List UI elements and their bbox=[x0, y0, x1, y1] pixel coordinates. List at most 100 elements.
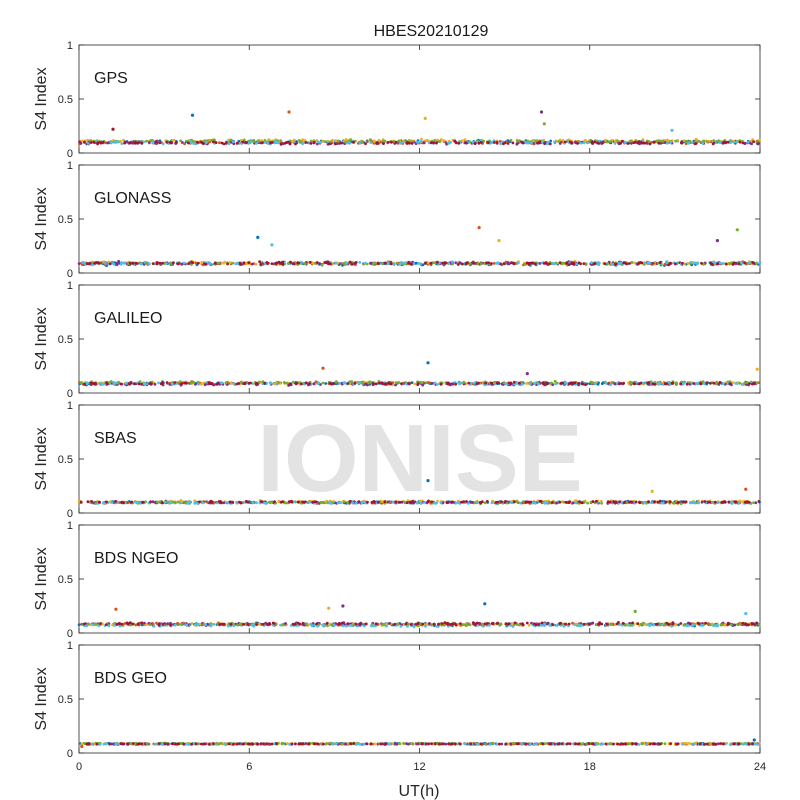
data-point bbox=[592, 262, 596, 266]
data-point bbox=[241, 140, 245, 144]
data-point bbox=[483, 622, 487, 626]
data-point bbox=[685, 382, 689, 386]
data-point bbox=[93, 381, 97, 385]
data-point bbox=[628, 139, 632, 143]
data-point bbox=[350, 262, 354, 266]
data-point bbox=[715, 140, 718, 144]
data-point bbox=[155, 262, 159, 266]
data-point bbox=[291, 622, 295, 626]
data-point bbox=[427, 499, 430, 503]
data-point bbox=[409, 501, 413, 504]
data-point bbox=[537, 382, 540, 386]
data-point bbox=[333, 623, 336, 627]
data-point bbox=[324, 382, 328, 385]
data-point bbox=[390, 140, 393, 144]
data-point bbox=[590, 261, 593, 264]
data-point bbox=[90, 141, 93, 144]
data-point bbox=[491, 622, 494, 625]
data-point bbox=[502, 262, 506, 266]
data-point bbox=[657, 382, 661, 386]
data-point bbox=[136, 622, 140, 626]
data-point bbox=[123, 141, 126, 145]
scatter-points bbox=[77, 226, 762, 267]
data-point bbox=[665, 141, 669, 145]
data-point bbox=[323, 140, 327, 144]
data-point bbox=[165, 140, 169, 144]
data-point bbox=[204, 623, 208, 627]
data-point bbox=[346, 382, 350, 385]
data-point bbox=[671, 621, 675, 625]
data-point bbox=[323, 261, 327, 264]
data-point bbox=[129, 381, 133, 384]
data-point bbox=[199, 140, 203, 144]
outlier-point bbox=[715, 239, 720, 243]
data-point bbox=[584, 262, 588, 266]
data-point bbox=[263, 141, 267, 144]
data-point bbox=[433, 501, 437, 505]
data-point bbox=[472, 262, 475, 265]
data-point bbox=[636, 622, 640, 625]
data-point bbox=[586, 501, 589, 505]
data-point bbox=[404, 261, 407, 265]
data-point bbox=[308, 260, 312, 264]
data-point bbox=[711, 142, 715, 146]
data-point bbox=[415, 622, 419, 626]
data-point bbox=[203, 383, 207, 387]
data-point bbox=[342, 500, 346, 504]
data-point bbox=[696, 621, 700, 625]
data-point bbox=[143, 260, 147, 264]
data-point bbox=[442, 139, 446, 142]
data-point bbox=[716, 262, 719, 266]
data-point bbox=[591, 500, 595, 503]
data-point bbox=[512, 262, 516, 266]
data-point bbox=[255, 501, 258, 505]
data-point bbox=[724, 262, 728, 266]
outlier-point bbox=[190, 113, 195, 117]
outlier-point bbox=[497, 239, 501, 243]
y-tick-label: 0 bbox=[67, 268, 73, 280]
data-point bbox=[693, 261, 697, 265]
data-point bbox=[83, 140, 86, 144]
data-point bbox=[605, 140, 609, 144]
data-point bbox=[498, 139, 502, 143]
data-point bbox=[140, 262, 143, 266]
data-point bbox=[301, 138, 305, 142]
data-point bbox=[296, 621, 300, 625]
data-point bbox=[438, 140, 442, 143]
data-point bbox=[597, 142, 601, 145]
data-point bbox=[538, 141, 541, 145]
data-point bbox=[222, 142, 226, 146]
data-point bbox=[548, 624, 552, 627]
data-point bbox=[553, 140, 556, 144]
data-point bbox=[190, 622, 194, 625]
data-point bbox=[351, 501, 354, 504]
data-point bbox=[210, 382, 214, 385]
data-point bbox=[545, 262, 549, 265]
data-point bbox=[692, 501, 696, 505]
data-point bbox=[201, 501, 205, 505]
data-point bbox=[397, 381, 401, 384]
data-point bbox=[90, 500, 93, 503]
data-point bbox=[98, 141, 102, 144]
data-point bbox=[619, 141, 622, 145]
data-point bbox=[232, 624, 236, 627]
data-point bbox=[507, 622, 511, 625]
data-point bbox=[188, 500, 192, 504]
data-point bbox=[647, 140, 651, 143]
data-point bbox=[407, 382, 410, 385]
data-point bbox=[447, 262, 451, 265]
data-point bbox=[354, 622, 358, 626]
data-point bbox=[632, 382, 636, 385]
data-point bbox=[129, 261, 132, 265]
data-point bbox=[512, 380, 516, 384]
data-point bbox=[266, 622, 270, 626]
data-point bbox=[527, 623, 531, 627]
data-point bbox=[533, 381, 537, 385]
data-point bbox=[545, 622, 549, 626]
data-point bbox=[378, 381, 381, 385]
data-point bbox=[616, 139, 620, 143]
data-point bbox=[345, 261, 348, 265]
data-point bbox=[700, 261, 703, 265]
data-point bbox=[247, 261, 251, 264]
